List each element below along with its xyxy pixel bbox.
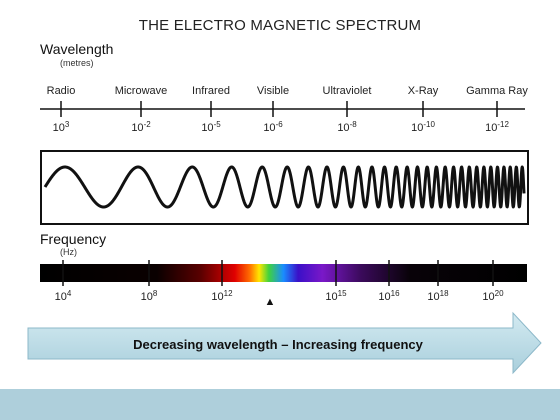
frequency-tick-label: 108: [141, 289, 158, 303]
wavelength-tick-label-base: 10: [53, 122, 65, 134]
direction-arrow-label: Decreasing wavelength – Increasing frequ…: [133, 337, 423, 352]
wavelength-tick-label-exponent: -8: [350, 120, 358, 129]
wave-line: [43, 165, 526, 209]
wavelength-tick-label-base: 10: [411, 122, 423, 134]
wavelength-tick-label: 10-6: [263, 120, 283, 134]
band-label-x-ray: X-Ray: [408, 85, 439, 97]
frequency-tick-label-exponent: 20: [495, 289, 504, 298]
wavelength-tick-label-exponent: 3: [65, 120, 70, 129]
wavelength-tick-label-exponent: -12: [497, 120, 509, 129]
frequency-tick-label-exponent: 16: [391, 289, 400, 298]
band-label-ultraviolet: Ultraviolet: [323, 85, 372, 97]
wavelength-tick-label-exponent: -10: [423, 120, 435, 129]
frequency-tick-label-base: 10: [482, 291, 494, 303]
frequency-tick-label-exponent: 8: [153, 289, 158, 298]
frequency-tick-label-base: 10: [141, 291, 153, 303]
frequency-tick-label: 1020: [482, 289, 504, 303]
wavelength-tick-label: 103: [53, 120, 70, 134]
frequency-tick-label-exponent: 15: [338, 289, 347, 298]
wavelength-tick-label-exponent: -5: [214, 120, 222, 129]
wavelength-unit: (metres): [60, 58, 94, 68]
frequency-tick-labels: 104 108 1012 1015 1016 1018 1020: [55, 289, 504, 303]
wavelength-tick-label-base: 10: [337, 122, 349, 134]
frequency-tick-label: 1012: [211, 289, 233, 303]
wavelength-label: Wavelength: [40, 41, 114, 57]
frequency-tick-label: 1016: [378, 289, 400, 303]
wavelength-tick-label-exponent: -2: [144, 120, 152, 129]
wavelength-tick-label: 10-2: [131, 120, 151, 134]
wavelength-band-labels: Radio Microwave Infrared Visible Ultraviolet…: [47, 85, 529, 97]
wavelength-tick-label-base: 10: [201, 122, 213, 134]
wavelength-ticks: [60, 101, 498, 117]
frequency-tick-label-base: 10: [211, 291, 223, 303]
frequency-tick-label-base: 10: [427, 291, 439, 303]
band-label-infrared: Infrared: [192, 85, 230, 97]
band-label-gamma-ray: Gamma Ray: [466, 85, 528, 97]
frequency-tick-label-exponent: 12: [224, 289, 233, 298]
wavelength-tick-label-base: 10: [263, 122, 275, 134]
frequency-unit: (Hz): [60, 247, 77, 257]
frequency-tick-label-base: 10: [378, 291, 390, 303]
frequency-tick-label-exponent: 4: [67, 289, 72, 298]
frequency-label: Frequency: [40, 231, 107, 247]
wavelength-tick-label-exponent: -6: [276, 120, 284, 129]
frequency-tick-label-base: 10: [55, 291, 67, 303]
frequency-spectrum-bar: [40, 264, 527, 282]
frequency-tick-label: 1015: [325, 289, 347, 303]
footer-band: [0, 389, 560, 420]
direction-arrow: [27, 311, 542, 375]
wavelength-tick-label: 10-8: [337, 120, 357, 134]
band-label-visible: Visible: [257, 85, 289, 97]
band-label-microwave: Microwave: [115, 85, 168, 97]
wavelength-tick-label: 10-10: [411, 120, 435, 134]
frequency-ticks: [62, 260, 494, 286]
band-label-radio: Radio: [47, 85, 76, 97]
frequency-tick-label: 1018: [427, 289, 449, 303]
wavelength-tick-label-base: 10: [485, 122, 497, 134]
wavelength-tick-label: 10-12: [485, 120, 509, 134]
diagram-title: THE ELECTRO MAGNETIC SPECTRUM: [138, 17, 422, 34]
frequency-tick-label: 104: [55, 289, 72, 303]
visible-marker: ▲: [265, 296, 276, 308]
frequency-tick-label-base: 10: [325, 291, 337, 303]
wavelength-tick-labels: 103 10-2 10-5 10-6 10-8 10-10 10-12: [53, 120, 510, 134]
wavelength-tick-label-base: 10: [131, 122, 143, 134]
wavelength-tick-label: 10-5: [201, 120, 221, 134]
frequency-tick-label-exponent: 18: [440, 289, 449, 298]
